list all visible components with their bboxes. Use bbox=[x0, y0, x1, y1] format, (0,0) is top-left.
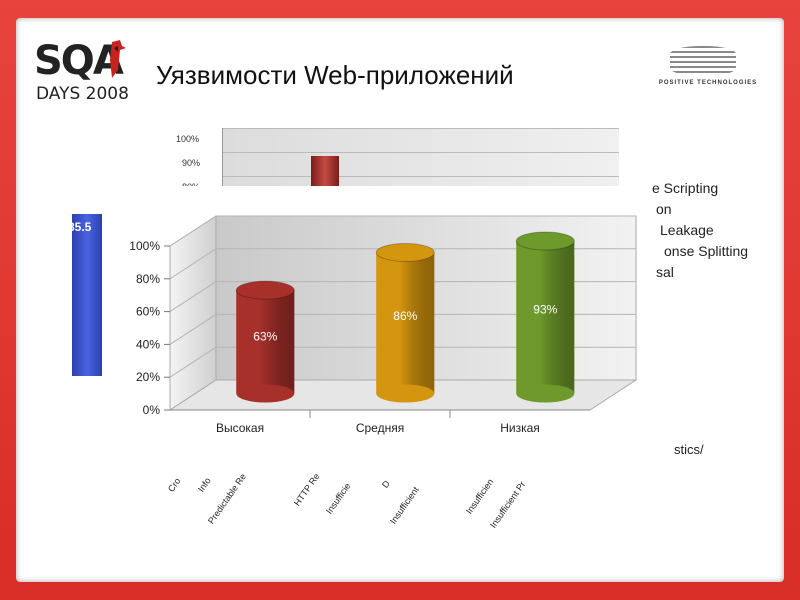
bg-category: Insufficien bbox=[464, 476, 496, 516]
y-tick-label: 60% bbox=[136, 305, 160, 319]
pt-stripes-icon bbox=[670, 46, 736, 76]
gridline-side bbox=[169, 313, 217, 345]
legend-fragment: Leakage bbox=[660, 222, 714, 238]
logo-days-text: DAYS 2008 bbox=[36, 84, 129, 104]
slide-title: Уязвимости Web-приложений bbox=[156, 60, 514, 90]
bg-category: Insufficient bbox=[388, 484, 421, 526]
y-tick-label: 100% bbox=[129, 239, 160, 253]
bar-value-label: 93% bbox=[533, 303, 557, 317]
y-tick-label: 80% bbox=[136, 272, 160, 286]
background-blue-label: 85.5 bbox=[68, 220, 92, 234]
background-chart: 100% 90% 80% bbox=[166, 128, 626, 198]
legend-fragment: sal bbox=[656, 264, 674, 280]
bar-shade bbox=[236, 290, 295, 394]
bg-category: Insufficie bbox=[324, 481, 353, 516]
bar-base bbox=[236, 384, 295, 403]
bar-shade bbox=[516, 240, 575, 394]
y-tick-label: 20% bbox=[136, 370, 160, 384]
bg-category: Info bbox=[196, 475, 213, 494]
bg-category: D bbox=[380, 478, 392, 490]
bar-value-label: 86% bbox=[393, 309, 417, 323]
bg-tick: 100% bbox=[176, 134, 200, 144]
gridline-side bbox=[169, 346, 217, 378]
bar-base bbox=[516, 384, 575, 403]
bg-category: Predictable Re bbox=[206, 471, 249, 526]
y-tick-label: 40% bbox=[136, 337, 160, 351]
logo-sqa-text: SQA bbox=[34, 38, 124, 84]
vulnerability-chart: 0% 20% 40% 60% 80% 100% 63% Высокая 86% Средняя 93… bbox=[104, 186, 644, 450]
bar-base bbox=[376, 384, 435, 403]
woodpecker-icon bbox=[110, 40, 126, 78]
chart-side-wall bbox=[169, 215, 217, 411]
legend-fragment: e Scripting bbox=[652, 180, 719, 196]
x-category-label: Низкая bbox=[500, 421, 540, 435]
bg-plot-area bbox=[222, 128, 619, 190]
bg-category: Cro bbox=[166, 476, 183, 494]
bg-category: Insufficient Pr bbox=[488, 479, 528, 530]
bar-top bbox=[515, 231, 575, 251]
bar-top bbox=[235, 280, 295, 300]
legend-fragment: onse Splitting bbox=[664, 243, 749, 259]
bg-tick: 90% bbox=[182, 158, 201, 168]
x-category-label: Высокая bbox=[216, 421, 264, 435]
positive-technologies-logo: POSITIVE TECHNOLOGIES bbox=[642, 46, 774, 96]
bar-value-label: 63% bbox=[253, 330, 277, 344]
legend-fragment: on bbox=[656, 201, 672, 217]
bar-shade bbox=[376, 252, 435, 394]
background-legend: e Scripting on Leakage onse Splitting sa… bbox=[652, 178, 748, 283]
background-footer-text: stics/ bbox=[674, 442, 704, 457]
bar-top bbox=[375, 242, 435, 262]
gridline-side bbox=[169, 248, 217, 280]
background-x-categories: Cro Info Predictable Re HTTP Re Insuffic… bbox=[166, 466, 606, 530]
background-blue-bar bbox=[72, 214, 102, 376]
bg-bar bbox=[311, 156, 339, 190]
x-category-label: Средняя bbox=[356, 421, 404, 435]
pt-logo-text: POSITIVE TECHNOLOGIES bbox=[658, 80, 758, 86]
gridline-side bbox=[169, 215, 217, 247]
sqa-days-logo: SQA DAYS 2008 bbox=[34, 38, 134, 116]
bg-category: HTTP Re bbox=[292, 471, 322, 508]
gridline-side bbox=[169, 281, 217, 313]
y-tick-label: 0% bbox=[143, 403, 161, 417]
